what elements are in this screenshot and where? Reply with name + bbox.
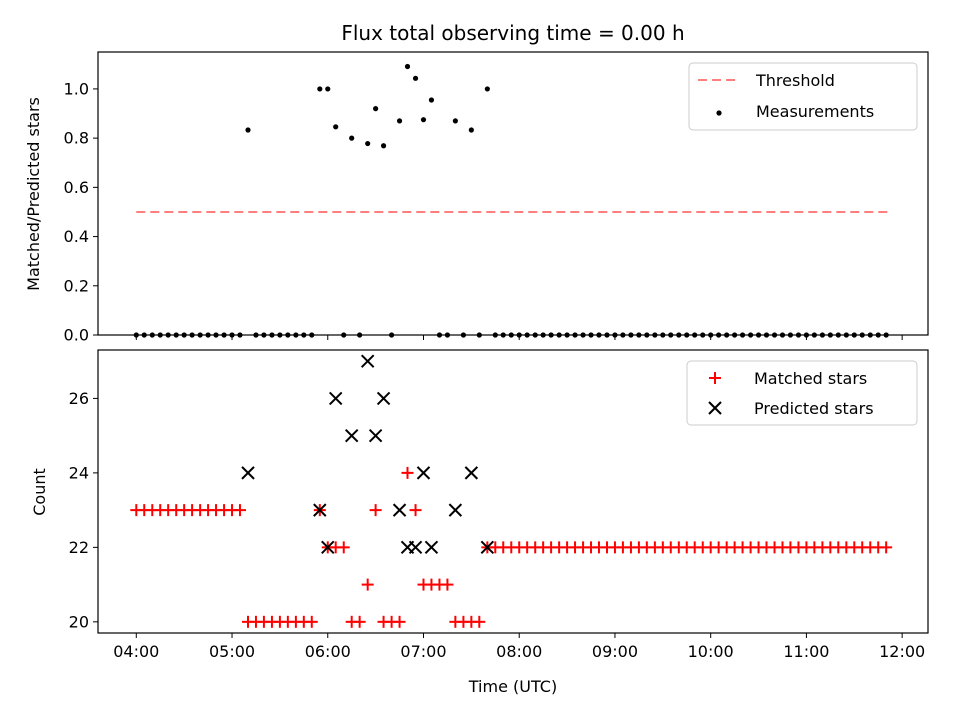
predicted-star-marker xyxy=(344,428,359,443)
legend-box-ratio xyxy=(688,62,918,131)
matched-star-marker xyxy=(441,578,454,591)
legend-measurements-label: Measurements xyxy=(756,102,874,121)
x-ticks-count: 04:00 05:00 06:00 07:00 08:00 09:00 10:00 11:00… xyxy=(113,633,925,661)
measurement-point xyxy=(484,86,490,92)
predicted-star-marker xyxy=(321,540,335,555)
matched-star-marker xyxy=(233,504,246,517)
y-ticks-ratio: 0.0 0.2 0.4 0.6 0.8 1.0 xyxy=(64,79,98,345)
plot-frame-count xyxy=(97,349,929,634)
measurement-point xyxy=(317,86,323,92)
ratio-y-tick-label-5: 1.0 xyxy=(64,79,89,98)
predicted-star-marker xyxy=(368,428,383,443)
predicted-star-marker xyxy=(448,503,463,517)
count-x-tick-label-6: 10:00 xyxy=(688,642,734,661)
legend-threshold-label: Threshold xyxy=(755,71,835,90)
count-x-tick-label-0: 04:00 xyxy=(113,642,159,661)
legend-predicted-swatch xyxy=(708,401,722,415)
count-x-tick-label-2: 06:00 xyxy=(305,642,351,661)
x-axis-label: Time (UTC) xyxy=(468,677,557,696)
y-ticks-count: 20 22 24 26 xyxy=(69,389,98,631)
predicted-star-marker xyxy=(392,503,407,517)
legend-measurements-swatch xyxy=(716,110,722,116)
measurement-point xyxy=(373,106,379,112)
legend-matched-label: Matched stars xyxy=(754,369,867,388)
legend-box-count xyxy=(686,360,918,426)
y-axis-label-count: Count xyxy=(30,468,49,516)
chart-title: Flux total observing time = 0.00 h xyxy=(341,21,684,45)
measurement-point xyxy=(365,140,371,147)
predicted-star-marker xyxy=(376,391,391,406)
matched-star-marker xyxy=(337,541,350,554)
measurement-point xyxy=(404,63,411,70)
matched-star-marker xyxy=(880,541,893,554)
count-y-tick-label-1: 22 xyxy=(69,538,89,557)
count-x-tick-label-4: 08:00 xyxy=(496,642,542,661)
legend-count: Matched stars Predicted stars xyxy=(686,360,918,426)
legend-predicted-label: Predicted stars xyxy=(754,399,874,418)
plot-frame-ratio xyxy=(97,51,929,336)
measurement-point xyxy=(412,75,419,81)
measurement-point xyxy=(452,118,458,124)
predicted-star-marker xyxy=(408,540,423,555)
measurement-point xyxy=(325,86,331,92)
measurement-point xyxy=(396,118,403,124)
measurement-point xyxy=(420,117,427,123)
predicted-star-marker xyxy=(464,466,479,480)
matched-star-marker xyxy=(473,615,486,628)
ratio-y-tick-label-0: 0.0 xyxy=(64,326,89,345)
measurement-point xyxy=(245,127,251,133)
count-x-tick-label-8: 12:00 xyxy=(879,642,925,661)
count-x-tick-label-1: 05:00 xyxy=(209,642,255,661)
count-x-tick-label-3: 07:00 xyxy=(400,642,446,661)
measurement-point xyxy=(333,124,339,130)
ratio-y-tick-label-3: 0.6 xyxy=(64,178,89,197)
ratio-panel: Flux total observing time = 0.00 h Match… xyxy=(24,21,929,345)
matched-star-marker xyxy=(361,578,374,591)
matched-star-marker xyxy=(393,615,406,628)
count-y-tick-label-0: 20 xyxy=(69,612,89,631)
matched-star-marker xyxy=(305,615,318,628)
predicted-star-marker xyxy=(328,391,343,406)
count-x-tick-label-5: 09:00 xyxy=(592,642,638,661)
predicted-star-marker xyxy=(313,503,327,517)
y-axis-label-ratio: Matched/Predicted stars xyxy=(24,97,43,291)
predicted-star-marker xyxy=(360,354,375,368)
count-y-tick-label-2: 24 xyxy=(69,463,89,482)
measurement-point xyxy=(380,143,387,149)
count-x-tick-label-7: 11:00 xyxy=(783,642,829,661)
legend-ratio: Threshold Measurements xyxy=(688,62,918,131)
predicted-star-marker xyxy=(480,540,495,555)
ratio-y-tick-label-2: 0.4 xyxy=(64,227,89,246)
matched-star-marker xyxy=(369,504,382,517)
count-panel: Count Time (UTC) 20 22 24 26 04:00 05:00 06:0… xyxy=(30,349,929,696)
matched-star-marker xyxy=(353,615,366,628)
predicted-star-markers xyxy=(241,354,495,555)
measurement-point xyxy=(468,127,474,133)
predicted-star-marker xyxy=(424,540,439,555)
count-y-tick-label-3: 26 xyxy=(69,389,89,408)
matched-star-markers xyxy=(130,466,893,628)
measurement-point xyxy=(349,135,355,141)
matched-star-marker xyxy=(409,504,422,517)
measurement-point xyxy=(428,97,435,103)
predicted-star-marker xyxy=(416,466,431,480)
matched-star-marker xyxy=(401,466,414,479)
ratio-y-tick-label-1: 0.2 xyxy=(64,276,89,295)
predicted-star-marker xyxy=(241,466,255,480)
ratio-y-tick-label-4: 0.8 xyxy=(64,129,89,148)
legend-matched-swatch xyxy=(709,372,721,384)
